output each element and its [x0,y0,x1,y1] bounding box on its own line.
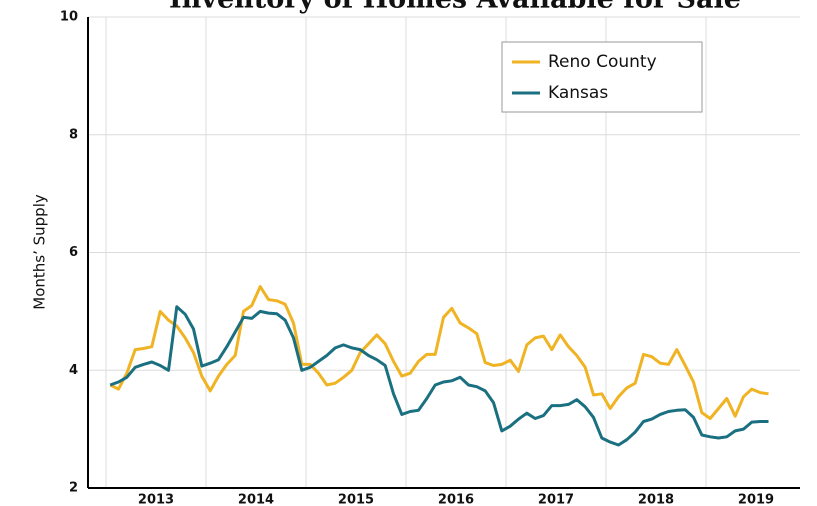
y-tick-label: 10 [60,10,78,25]
x-tick-label: 2015 [338,493,374,506]
x-tick-label: 2018 [638,493,674,506]
y-tick-label: 8 [69,127,78,142]
series-line [109,305,769,447]
legend-label: Kansas [548,83,608,103]
x-tick-label: 2013 [138,493,174,506]
x-tick-label: 2017 [538,493,574,506]
y-tick-label: 4 [69,363,78,378]
y-tick-label: 6 [69,245,78,260]
x-tick-label: 2016 [438,493,474,506]
x-tick-label: 2019 [738,493,774,506]
legend-box [501,41,703,113]
legend-label: Reno County [548,52,657,72]
chart-title: Inventory of Homes Available for Sale [169,0,741,15]
y-axis-label: Months’ Supply [31,194,49,310]
y-tick-label: 2 [69,481,78,496]
x-tick-label: 2014 [238,493,274,506]
series-line [109,285,769,420]
